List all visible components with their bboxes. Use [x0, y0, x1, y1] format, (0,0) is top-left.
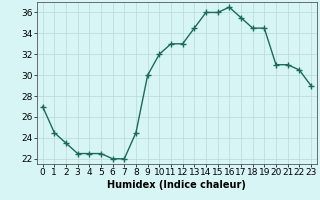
X-axis label: Humidex (Indice chaleur): Humidex (Indice chaleur) — [108, 180, 246, 190]
